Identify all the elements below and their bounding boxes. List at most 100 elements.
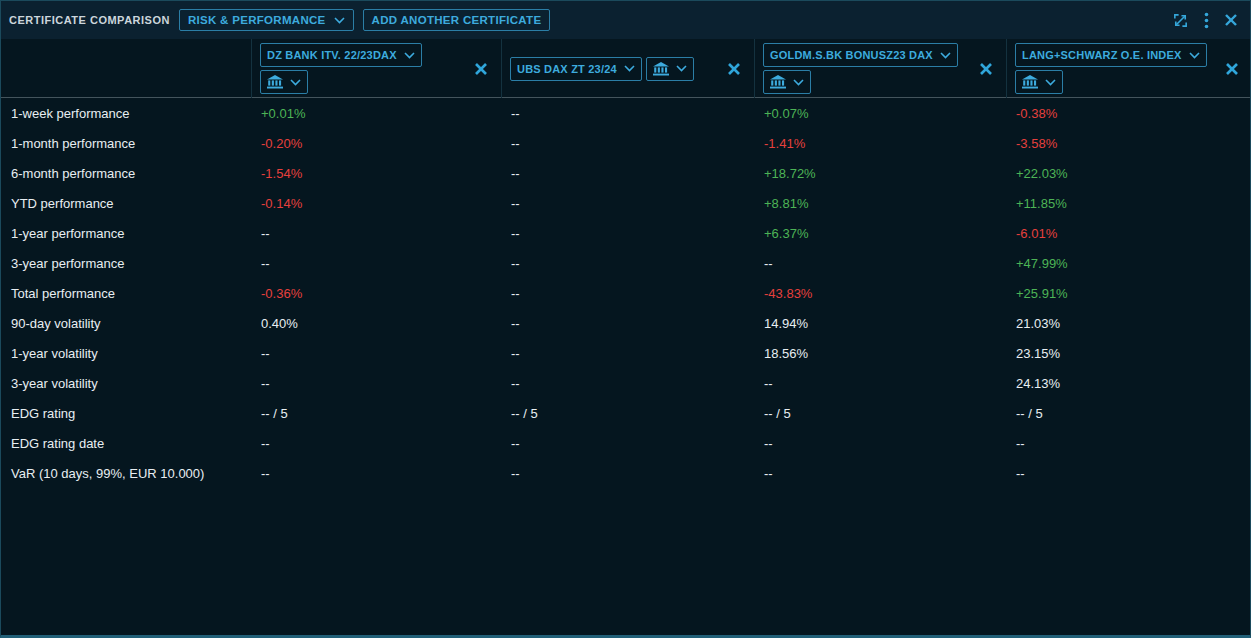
kebab-menu-button[interactable] xyxy=(1204,12,1209,29)
metric-label: YTD performance xyxy=(1,196,251,211)
view-selector-dropdown[interactable]: RISK & PERFORMANCE xyxy=(179,9,354,31)
remove-certificate-button[interactable] xyxy=(727,62,741,76)
metric-value: -- xyxy=(1006,436,1251,451)
bank-icon xyxy=(1022,75,1038,89)
chevron-down-icon xyxy=(940,52,951,59)
certificate-column-header: DZ BANK ITV. 22/23DAX xyxy=(251,39,501,98)
titlebar: CERTIFICATE COMPARISON RISK & PERFORMANC… xyxy=(1,1,1250,39)
kebab-menu-icon xyxy=(1204,12,1209,29)
exchange-select-dropdown[interactable] xyxy=(260,70,308,94)
metric-label: 3-year volatility xyxy=(1,376,251,391)
metric-value: -- xyxy=(501,286,754,301)
certificate-comparison-panel: CERTIFICATE COMPARISON RISK & PERFORMANC… xyxy=(0,0,1251,638)
metric-value: -6.01% xyxy=(1006,226,1251,241)
table-row: 90-day volatility 0.40%--14.94%21.03% xyxy=(1,308,1250,338)
metric-value: +18.72% xyxy=(754,166,1006,181)
metric-value: -- xyxy=(501,196,754,211)
metric-value: -- xyxy=(754,466,1006,481)
column-headers: DZ BANK ITV. 22/23DAX UBS DAX ZT 23/24 xyxy=(1,39,1250,98)
metric-label: VaR (10 days, 99%, EUR 10.000) xyxy=(1,466,251,481)
metric-value: -- / 5 xyxy=(501,406,754,421)
table-row: Total performance -0.36%---43.83%+25.91% xyxy=(1,278,1250,308)
metric-value: +8.81% xyxy=(754,196,1006,211)
metric-label: 1-week performance xyxy=(1,106,251,121)
bank-icon xyxy=(770,75,786,89)
certificate-select-dropdown[interactable]: UBS DAX ZT 23/24 xyxy=(510,57,642,81)
titlebar-icons xyxy=(1172,12,1238,29)
bank-icon xyxy=(267,75,283,89)
expand-button[interactable] xyxy=(1172,12,1189,29)
metric-value: -- xyxy=(501,346,754,361)
table-row: EDG rating date -------- xyxy=(1,428,1250,458)
metric-label: 90-day volatility xyxy=(1,316,251,331)
metric-value: -0.36% xyxy=(251,286,501,301)
metric-value: -- xyxy=(501,436,754,451)
metric-value: -1.54% xyxy=(251,166,501,181)
metric-value: -0.38% xyxy=(1006,106,1251,121)
metric-value: 18.56% xyxy=(754,346,1006,361)
metric-value: -- xyxy=(251,256,501,271)
expand-icon xyxy=(1172,12,1189,29)
metric-value: -- / 5 xyxy=(1006,406,1251,421)
exchange-select-dropdown[interactable] xyxy=(763,70,811,94)
certificate-name: DZ BANK ITV. 22/23DAX xyxy=(267,49,397,61)
certificate-name: LANG+SCHWARZ O.E. INDEX xyxy=(1022,49,1182,61)
add-certificate-label: ADD ANOTHER CERTIFICATE xyxy=(372,14,542,26)
bank-icon xyxy=(653,62,669,76)
metric-value: -- xyxy=(754,376,1006,391)
chevron-down-icon xyxy=(1045,79,1056,86)
certificate-select-dropdown[interactable]: LANG+SCHWARZ O.E. INDEX xyxy=(1015,43,1207,67)
exchange-select-dropdown[interactable] xyxy=(646,57,694,81)
metric-label: 3-year performance xyxy=(1,256,251,271)
metric-value: -- xyxy=(251,376,501,391)
remove-certificate-button[interactable] xyxy=(979,62,993,76)
chevron-down-icon xyxy=(624,65,635,72)
metric-value: -- xyxy=(754,256,1006,271)
table-row: 6-month performance -1.54%--+18.72%+22.0… xyxy=(1,158,1250,188)
table-row: YTD performance -0.14%--+8.81%+11.85% xyxy=(1,188,1250,218)
metric-value: +0.07% xyxy=(754,106,1006,121)
metric-value: +11.85% xyxy=(1006,196,1251,211)
chevron-down-icon xyxy=(1189,52,1200,59)
close-icon xyxy=(1225,62,1239,76)
metric-value: -- xyxy=(1006,466,1251,481)
remove-certificate-button[interactable] xyxy=(474,62,488,76)
metric-value: -- xyxy=(251,436,501,451)
certificate-select-dropdown[interactable]: DZ BANK ITV. 22/23DAX xyxy=(260,43,422,67)
table-row: 1-month performance -0.20%---1.41%-3.58% xyxy=(1,128,1250,158)
exchange-select-dropdown[interactable] xyxy=(1015,70,1063,94)
table-row: 1-year performance ----+6.37%-6.01% xyxy=(1,218,1250,248)
metric-value: -- xyxy=(251,226,501,241)
metric-value: 14.94% xyxy=(754,316,1006,331)
close-icon xyxy=(474,62,488,76)
close-icon xyxy=(727,62,741,76)
metric-value: -- xyxy=(251,466,501,481)
metric-value: -- xyxy=(501,136,754,151)
certificate-name: GOLDM.S.BK BONUSZ23 DAX xyxy=(770,49,933,61)
metric-value: -3.58% xyxy=(1006,136,1251,151)
certificate-column-header: LANG+SCHWARZ O.E. INDEX xyxy=(1006,39,1251,98)
page-title: CERTIFICATE COMPARISON xyxy=(9,14,170,26)
metric-value: -- xyxy=(501,256,754,271)
table-row: 1-week performance +0.01%--+0.07%-0.38% xyxy=(1,98,1250,128)
metric-value: -- xyxy=(501,106,754,121)
metric-value: 0.40% xyxy=(251,316,501,331)
remove-certificate-button[interactable] xyxy=(1225,62,1239,76)
metric-value: -- xyxy=(501,166,754,181)
metric-value: -43.83% xyxy=(754,286,1006,301)
certificate-name: UBS DAX ZT 23/24 xyxy=(517,63,617,75)
chevron-down-icon xyxy=(290,79,301,86)
metric-value: -- xyxy=(251,346,501,361)
metric-value: -- xyxy=(501,466,754,481)
certificate-column-header: UBS DAX ZT 23/24 xyxy=(501,39,754,98)
certificate-select-dropdown[interactable]: GOLDM.S.BK BONUSZ23 DAX xyxy=(763,43,958,67)
chevron-down-icon xyxy=(334,17,345,24)
close-panel-button[interactable] xyxy=(1224,13,1238,27)
table-row: 1-year volatility ----18.56%23.15% xyxy=(1,338,1250,368)
metric-label: 1-year volatility xyxy=(1,346,251,361)
metric-value: -0.20% xyxy=(251,136,501,151)
metric-value: +47.99% xyxy=(1006,256,1251,271)
metric-value: -- / 5 xyxy=(251,406,501,421)
add-another-certificate-button[interactable]: ADD ANOTHER CERTIFICATE xyxy=(363,9,551,31)
metric-value: 21.03% xyxy=(1006,316,1251,331)
